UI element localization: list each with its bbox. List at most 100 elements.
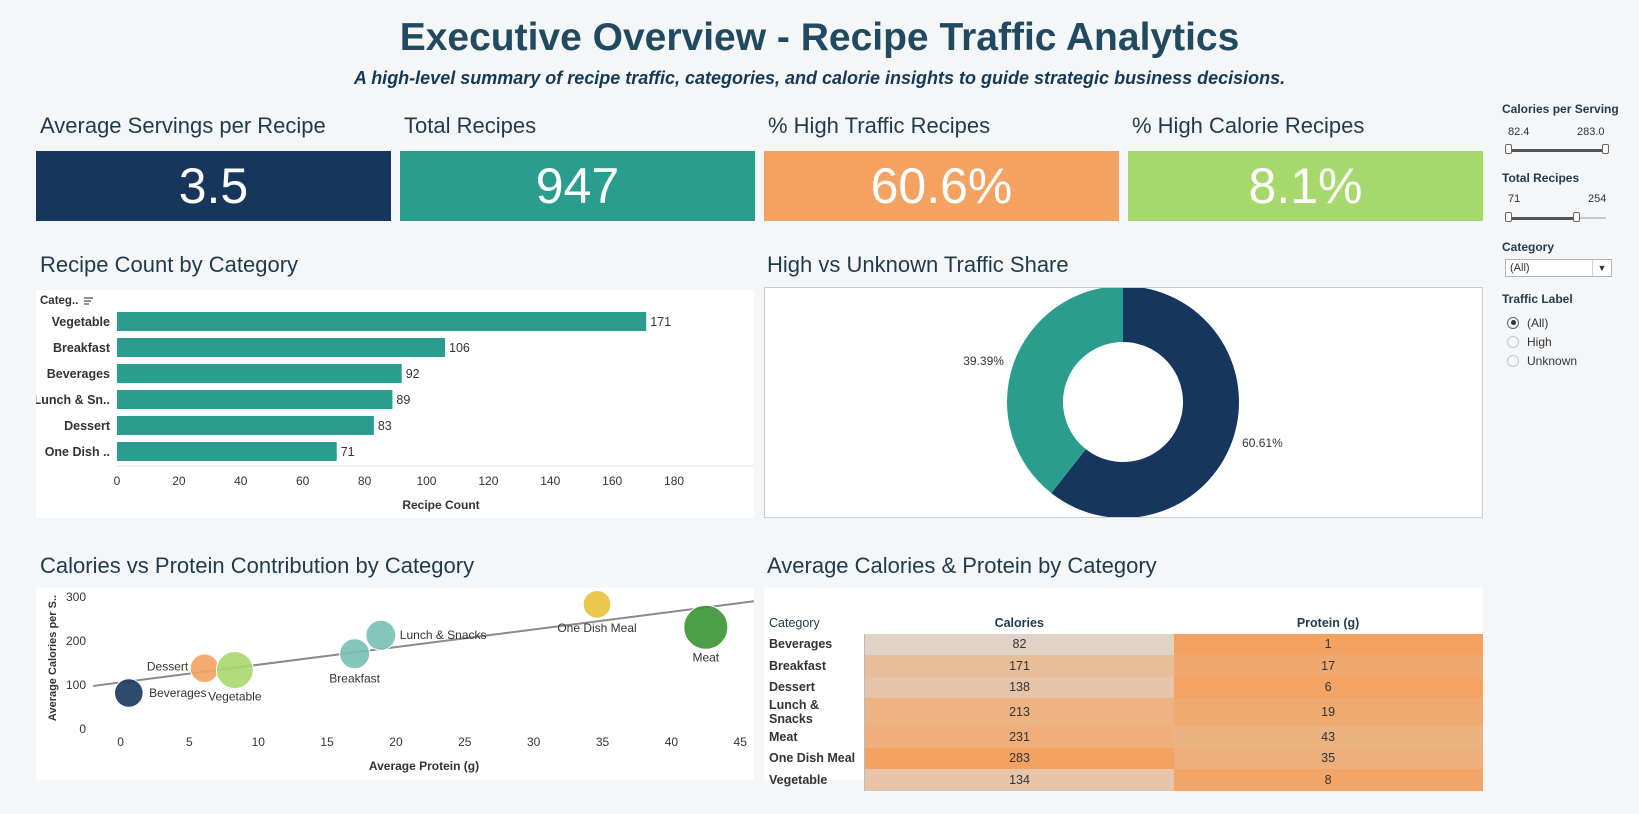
bar xyxy=(117,338,446,357)
page-title: Executive Overview - Recipe Traffic Anal… xyxy=(399,16,1240,59)
filter-title-traffic: Traffic Label xyxy=(1502,292,1573,306)
bar-value-label: 92 xyxy=(406,367,420,381)
protein-cell: 6 xyxy=(1173,676,1483,698)
table-row[interactable]: Beverages 82 1 xyxy=(767,633,1483,655)
heat-table-panel: Category Calories Protein (g) Beverages 8… xyxy=(764,588,1483,791)
y-tick-label: 200 xyxy=(66,634,86,648)
slider-handle[interactable] xyxy=(1602,144,1609,154)
bar xyxy=(117,442,337,461)
chevron-down-icon[interactable]: ▼ xyxy=(1592,260,1611,276)
category-cell: Dessert xyxy=(767,676,866,698)
scatter-point xyxy=(215,651,254,690)
slider-handle[interactable] xyxy=(1505,144,1512,154)
protein-cell: 8 xyxy=(1173,769,1483,791)
scatter-point-label: Dessert xyxy=(147,659,189,673)
column-header-category: Category xyxy=(769,615,820,630)
scatter-point-label: Breakfast xyxy=(329,672,380,686)
bar-category-label: Vegetable xyxy=(52,315,110,329)
bar xyxy=(117,416,374,435)
sort-icon xyxy=(84,297,93,305)
calories-cell: 138 xyxy=(864,676,1174,698)
donut-chart-title: High vs Unknown Traffic Share xyxy=(767,252,1069,277)
bar-category-label: Dessert xyxy=(64,419,111,433)
filter-title-recipes: Total Recipes xyxy=(1502,171,1580,185)
bar xyxy=(117,364,402,383)
x-tick-label: 60 xyxy=(296,474,310,488)
x-tick-label: 40 xyxy=(234,474,248,488)
x-tick-label: 40 xyxy=(665,735,679,749)
category-cell: Meat xyxy=(767,726,866,748)
scatter-point xyxy=(339,638,371,670)
filter-title-calories: Calories per Serving xyxy=(1502,102,1619,116)
protein-cell: 17 xyxy=(1173,655,1483,677)
bar xyxy=(117,390,393,409)
table-title: Average Calories & Protein by Category xyxy=(767,553,1157,578)
x-tick-label: 80 xyxy=(358,474,372,488)
slider-range-fill xyxy=(1508,149,1606,152)
y-axis-title: Average Calories per S.. xyxy=(47,595,59,721)
traffic-radio-group: (All) High Unknown xyxy=(1507,313,1577,370)
table-row[interactable]: Vegetable 134 8 xyxy=(767,769,1483,791)
scatter-point-label: Lunch & Snacks xyxy=(400,628,487,642)
y-tick-label: 300 xyxy=(66,590,86,604)
radio-unselected-icon[interactable] xyxy=(1507,354,1519,367)
calories-cell: 134 xyxy=(864,769,1174,791)
radio-option-all[interactable]: (All) xyxy=(1507,313,1577,332)
kpi-label-avg-servings: Average Servings per Recipe xyxy=(40,113,326,138)
x-tick-label: 5 xyxy=(186,735,193,749)
scatter-point xyxy=(189,653,220,684)
table-row[interactable]: Dessert 138 6 xyxy=(767,676,1483,698)
scatter-chart: Average Calories per S.. 0 100 200 300 0 5 10 15… xyxy=(47,590,755,773)
scatter-point-label: Vegetable xyxy=(208,690,262,704)
table-row[interactable]: One Dish Meal 283 35 xyxy=(767,747,1483,769)
bar-value-label: 106 xyxy=(449,341,470,355)
donut-chart: 60.61% 39.39% xyxy=(963,286,1283,518)
category-dropdown[interactable]: (All) ▼ xyxy=(1505,259,1612,277)
kpi-avg-servings[interactable]: 3.5 xyxy=(36,151,391,221)
x-tick-label: 35 xyxy=(596,735,610,749)
column-header-protein: Protein (g) xyxy=(1296,615,1360,630)
category-cell: Breakfast xyxy=(767,655,866,677)
slider-handle[interactable] xyxy=(1572,212,1580,222)
radio-unselected-icon[interactable] xyxy=(1507,335,1519,348)
protein-cell: 43 xyxy=(1173,726,1483,748)
scatter-point xyxy=(683,604,729,650)
scatter-point xyxy=(365,619,397,651)
filter-recipes-min: 71 xyxy=(1508,193,1521,205)
bar-chart-title: Recipe Count by Category xyxy=(40,252,299,277)
radio-option-unknown[interactable]: Unknown xyxy=(1507,351,1577,370)
scatter-chart-title: Calories vs Protein Contribution by Cate… xyxy=(40,553,475,578)
recipes-range-slider[interactable] xyxy=(1505,212,1609,224)
radio-option-high[interactable]: High xyxy=(1507,332,1577,351)
table-row[interactable]: Meat 231 43 xyxy=(767,726,1483,748)
scatter-point-label: One Dish Meal xyxy=(557,621,636,635)
bar-category-label: One Dish .. xyxy=(45,445,110,459)
calories-range-slider[interactable] xyxy=(1505,144,1609,156)
x-tick-label: 140 xyxy=(540,474,560,488)
x-tick-label: 0 xyxy=(114,474,121,488)
x-axis-title: Average Protein (g) xyxy=(369,759,479,773)
y-tick-label: 0 xyxy=(79,722,86,736)
table-row[interactable]: Lunch & Snacks 213 19 xyxy=(767,698,1483,726)
radio-selected-icon[interactable] xyxy=(1507,316,1519,329)
x-tick-label: 180 xyxy=(664,474,684,488)
category-cell: One Dish Meal xyxy=(767,747,866,769)
donut-chart-panel: 60.61% 39.39% xyxy=(764,286,1483,518)
x-tick-label: 25 xyxy=(458,735,472,749)
kpi-high-traffic[interactable]: 60.6% xyxy=(764,151,1119,221)
donut-slice-label: 39.39% xyxy=(963,354,1004,368)
x-axis-title: Recipe Count xyxy=(402,498,479,512)
table-row[interactable]: Breakfast 171 17 xyxy=(767,655,1483,677)
category-selected-value: (All) xyxy=(1510,262,1530,274)
scatter-point xyxy=(114,678,144,708)
kpi-label-high-calorie: % High Calorie Recipes xyxy=(1132,113,1365,138)
bar-value-label: 71 xyxy=(341,445,355,459)
y-tick-label: 100 xyxy=(66,678,86,692)
kpi-total-recipes[interactable]: 947 xyxy=(400,151,755,221)
slider-handle[interactable] xyxy=(1505,212,1512,222)
radio-label: High xyxy=(1527,334,1552,349)
scatter-point-label: Meat xyxy=(692,650,719,664)
bar-chart: Categ.. Vegetable 171 Breakfast 106 Beverages… xyxy=(34,295,754,512)
bar-value-label: 89 xyxy=(396,393,410,407)
kpi-high-calorie[interactable]: 8.1% xyxy=(1128,151,1483,221)
